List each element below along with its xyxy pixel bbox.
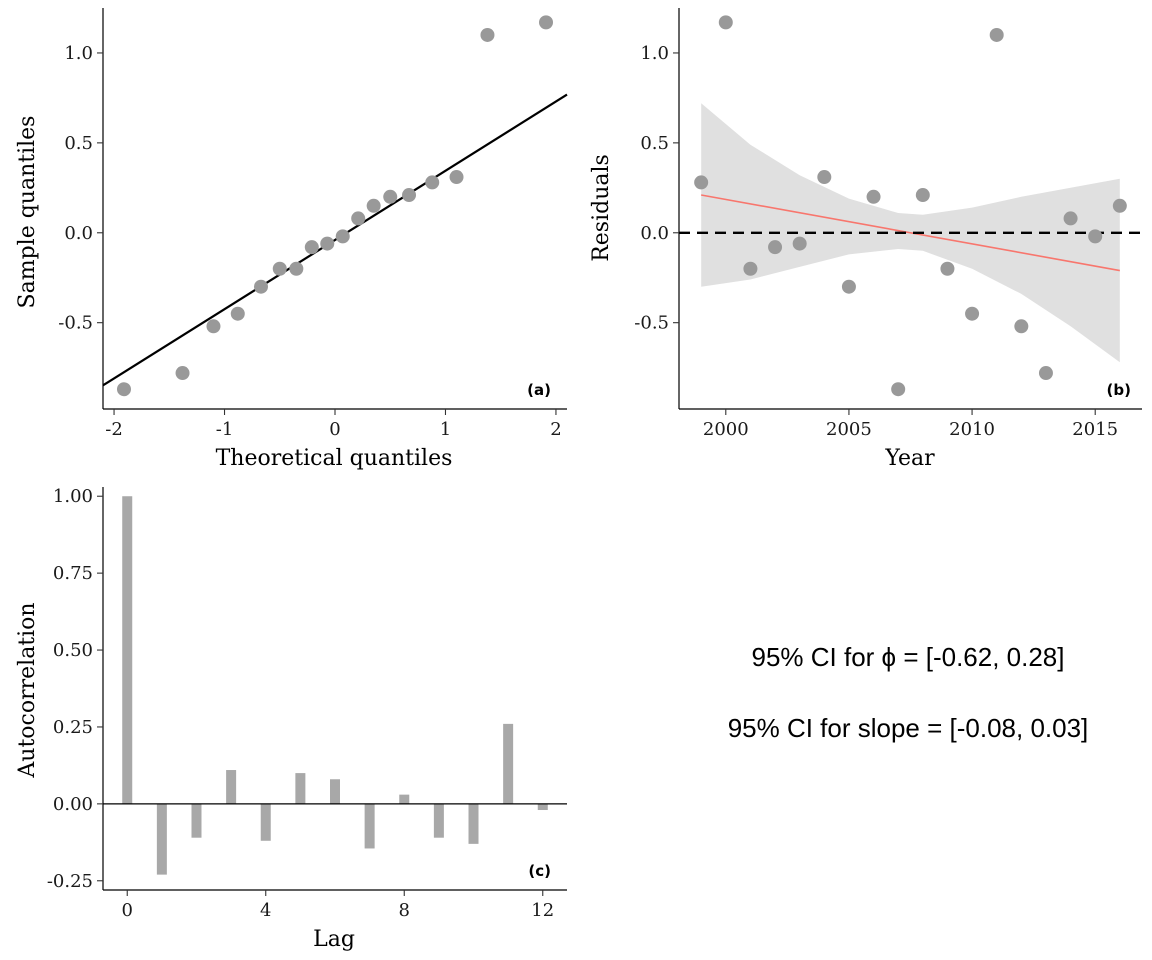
panel-a-x-tick-label: 2 [550,419,561,440]
panel-b-y-tick-label: 1.0 [640,43,669,64]
panel-c-acf-plot: 0 4 8 12 -0.25 0.00 0.25 0.50 0.75 1.00 (c) Lag A… [15,486,567,952]
qq-point [175,366,190,381]
qq-point [383,189,398,204]
qq-point [116,382,131,397]
acf-bar [537,803,548,811]
acf-bar [156,803,167,875]
qq-point [449,170,464,185]
residual-point [1014,319,1029,334]
residual-point [768,240,783,255]
panel-c-axes: 0 4 8 12 -0.25 0.00 0.25 0.50 0.75 1.00 [47,486,567,921]
residual-point [743,261,758,276]
residual-point [1112,198,1127,213]
qq-point [304,240,319,255]
acf-bar [295,773,306,804]
acf-bar [364,803,375,849]
residual-point [989,27,1004,42]
trend-line [701,194,1120,272]
ci-phi-annotation: 95% CI for ϕ = [-0.62, 0.28] [751,642,1064,672]
acf-bar [122,496,133,804]
residual-point [965,306,980,321]
panel-c-tag: (c) [528,862,551,880]
panel-c-x-tick-label: 8 [399,900,410,921]
residual-point [915,188,930,203]
panel-a-x-tick-label: -2 [105,419,123,440]
panel-a-x-tick-label: -1 [216,419,234,440]
ci-slope-annotation: 95% CI for slope = [-0.08, 0.03] [728,713,1089,743]
residual-point [1038,366,1053,381]
panel-c-x-tick-label: 12 [531,900,554,921]
panel-a-marks [102,15,568,397]
qq-point [289,261,304,276]
residual-point [891,382,906,397]
panel-c-x-axis-title: Lag [313,927,355,952]
panel-a-y-tick-label: -0.5 [58,313,93,334]
panel-a-x-tick-label: 0 [329,419,340,440]
panel-b-axes: 2000 2005 2010 2015 -0.5 0.0 0.5 1.0 [634,8,1142,440]
panel-c-marks [103,496,567,875]
qq-point [320,236,335,251]
acf-bar [260,803,271,841]
panel-c-y-tick-label: 0.00 [53,794,93,815]
qq-point [351,211,366,226]
panel-a-axes: -2 -1 0 1 2 -0.5 0.0 0.5 1.0 [58,8,567,440]
qq-point [206,319,221,334]
qq-point [272,261,287,276]
panel-a-y-tick-label: 1.0 [64,43,93,64]
panel-b-x-tick-label: 2015 [1072,419,1118,440]
acf-bar [468,803,479,844]
qq-point [230,306,245,321]
residual-point [940,261,955,276]
acf-bar [226,770,237,804]
panel-b-y-axis-title: Residuals [589,154,614,262]
panel-c-y-axis-title: Autocorrelation [15,602,40,778]
qq-point [402,188,417,203]
qq-reference-line [102,93,568,387]
panel-a-qq-plot: -2 -1 0 1 2 -0.5 0.0 0.5 1.0 (a) Theoretical qua… [15,8,568,471]
acf-bar [399,794,410,804]
residual-point [841,279,856,294]
panel-b-x-tick-label: 2010 [949,419,995,440]
panel-a-tag: (a) [527,381,551,399]
acf-bar [191,803,202,838]
panel-b-x-tick-label: 2000 [703,419,749,440]
qq-point [253,279,268,294]
panel-b-y-tick-label: 0.5 [640,133,669,154]
panel-a-y-tick-label: 0.0 [64,223,93,244]
acf-bar [503,723,514,804]
panel-b-x-axis-title: Year [884,446,935,471]
panel-a-y-axis-title: Sample quantiles [15,116,40,309]
residual-point [694,175,709,190]
panel-c-x-tick-label: 4 [260,900,271,921]
panel-a-x-axis-title: Theoretical quantiles [216,446,453,471]
residual-point [792,236,807,251]
panel-c-y-tick-label: 0.50 [53,640,93,661]
residual-point [718,15,733,30]
acf-bar [433,803,444,838]
residual-point [1063,211,1078,226]
qq-point [335,229,350,244]
panel-c-y-tick-label: 0.75 [53,563,93,584]
qq-point [480,27,495,42]
panel-c-y-tick-label: 1.00 [53,486,93,507]
residual-point [817,170,832,185]
panel-c-y-tick-label: 0.25 [53,717,93,738]
qq-point [366,198,381,213]
panel-c-x-tick-label: 0 [122,900,133,921]
qq-point [425,175,440,190]
acf-bar [330,779,340,804]
panel-a-x-tick-label: 1 [440,419,451,440]
residual-point [1088,229,1103,244]
qq-point [539,15,554,30]
panel-a-y-tick-label: 0.5 [64,133,93,154]
panel-b-residuals-plot: 2000 2005 2010 2015 -0.5 0.0 0.5 1.0 (b) Year R… [589,8,1142,471]
panel-c-y-tick-label: -0.25 [47,871,93,892]
panel-b-y-tick-label: -0.5 [634,313,669,334]
panel-b-x-tick-label: 2005 [826,419,872,440]
panel-b-tag: (b) [1107,381,1131,399]
residual-point [866,189,881,204]
panel-b-y-tick-label: 0.0 [640,223,669,244]
panel-b-marks [679,15,1142,397]
